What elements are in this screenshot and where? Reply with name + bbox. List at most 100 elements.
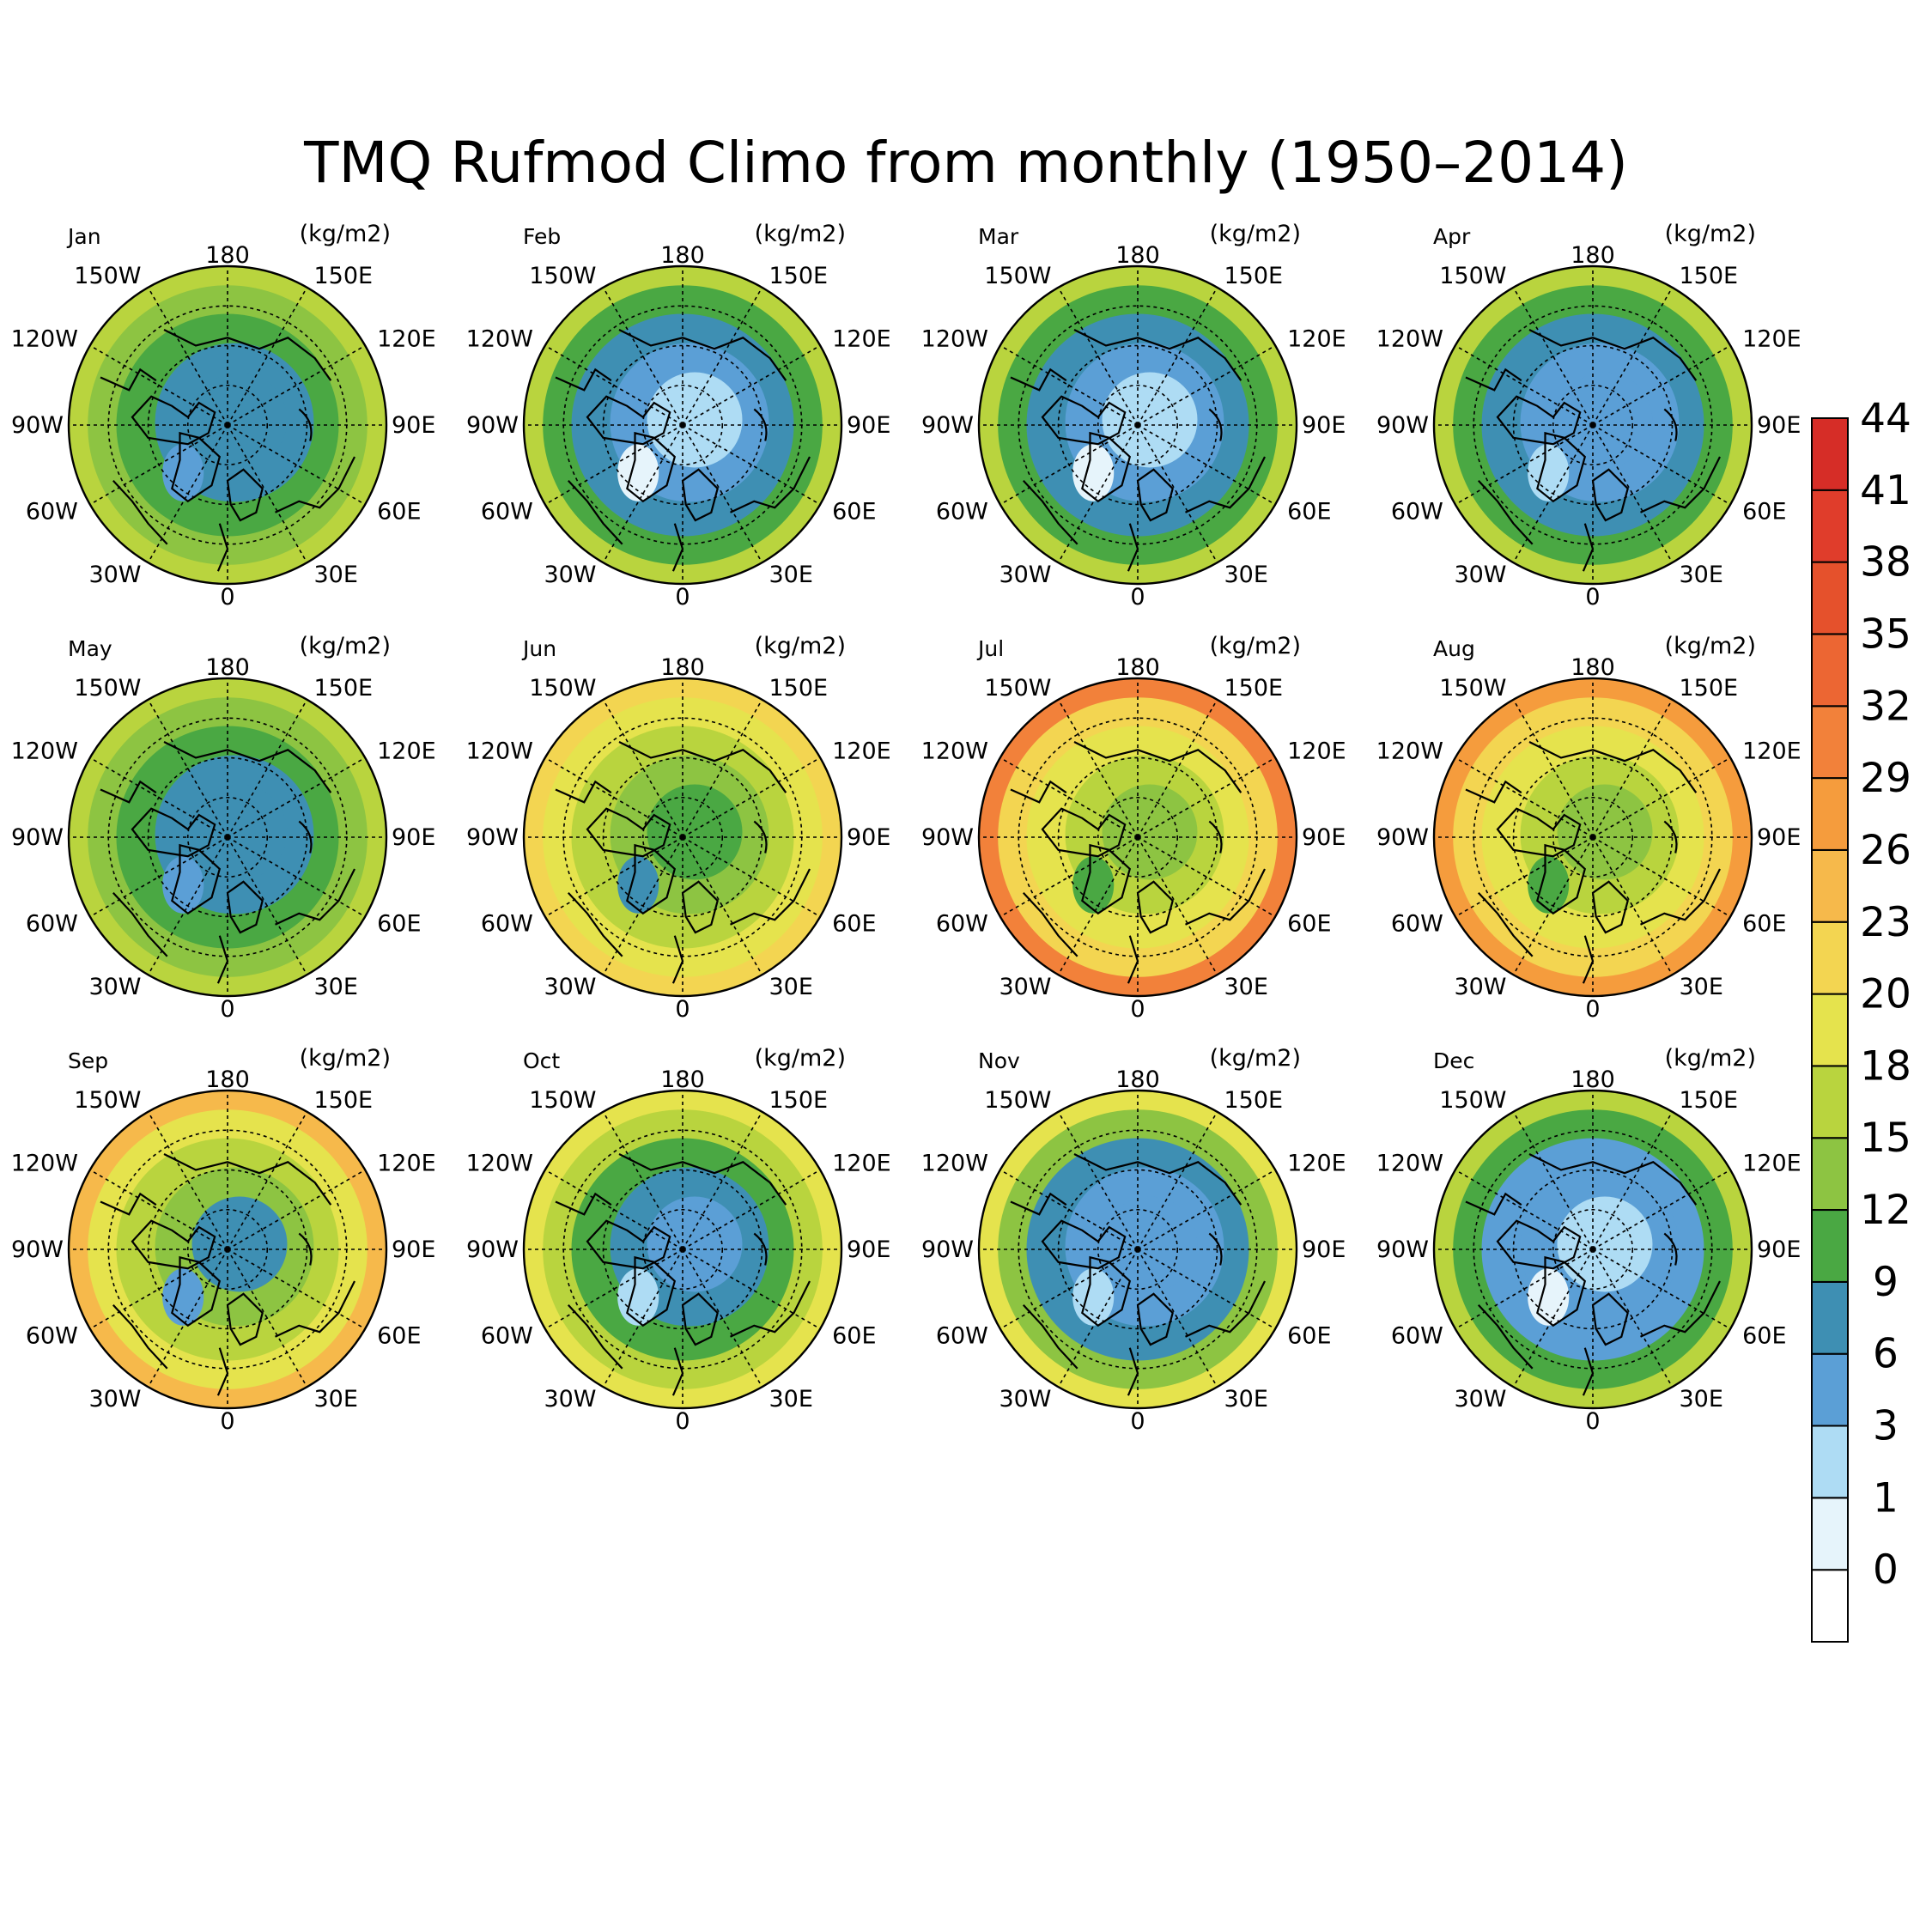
lon-label: 0 [675, 584, 690, 611]
lon-label: 150E [314, 675, 374, 702]
lon-label: 30W [1454, 1386, 1506, 1413]
lon-label: 120E [1287, 326, 1346, 353]
meridian-line [147, 424, 228, 563]
meridian-line [1592, 699, 1674, 838]
meridian-line [89, 344, 228, 426]
greenland-band [617, 1268, 659, 1326]
coastline [1041, 1219, 1127, 1270]
coastline [618, 329, 787, 381]
lon-label: 180 [1571, 242, 1615, 269]
lon-label: 60E [1287, 499, 1331, 526]
contour-band [1557, 784, 1653, 880]
lon-label: 120W [11, 1151, 78, 1177]
latitude-line [602, 1169, 763, 1330]
meridian-line [999, 424, 1139, 506]
lon-label: 150W [74, 263, 141, 289]
contour-band [1102, 1196, 1198, 1292]
lon-label: 150E [314, 263, 374, 289]
lon-label: 60W [1391, 911, 1443, 938]
coastline [1041, 807, 1127, 858]
coastline [730, 1280, 811, 1338]
month-label: Jul [976, 636, 1004, 661]
lon-label: 90E [1302, 824, 1346, 851]
lon-label: 90E [1757, 1236, 1801, 1263]
meridian-line [544, 836, 683, 918]
coastline [1136, 880, 1174, 934]
month-label: Oct [523, 1048, 560, 1073]
lon-label: 90W [921, 1236, 974, 1263]
lon-label: 0 [220, 1408, 234, 1435]
lon-label: 120E [377, 738, 436, 765]
coastline [1536, 843, 1587, 915]
units-label: (kg/m2) [300, 1045, 391, 1072]
colorbar-swatch [1811, 993, 1849, 1067]
meridian-line [1455, 1249, 1594, 1330]
lon-label: 180 [660, 654, 705, 681]
coastline [618, 741, 787, 793]
colorbar-swatch [1811, 1569, 1849, 1643]
colorbar-label: 35 [1860, 611, 1911, 659]
meridian-line [602, 699, 683, 838]
lon-label: 0 [1585, 1408, 1600, 1435]
lon-label: 120W [1376, 326, 1443, 353]
lon-label: 120W [921, 1151, 988, 1177]
coastline [1465, 1192, 1522, 1216]
lon-label: 150W [984, 675, 1051, 702]
colorbar-swatch [1811, 1425, 1849, 1499]
contour-band [191, 372, 288, 468]
lon-label: 120E [1742, 1151, 1801, 1177]
meridian-line [1512, 836, 1594, 975]
lon-label: 0 [675, 1408, 690, 1435]
coastline [275, 868, 355, 926]
coastline [1465, 368, 1522, 392]
units-label: (kg/m2) [1665, 633, 1756, 659]
lon-label: 150E [769, 263, 829, 289]
colorbar-label: 44 [1860, 395, 1911, 442]
coastline [298, 408, 313, 441]
units-label: (kg/m2) [1210, 1045, 1301, 1072]
latitude-line [602, 344, 763, 506]
lon-label: 180 [1115, 1066, 1160, 1093]
coastline [1528, 329, 1698, 381]
lon-label: 150E [1680, 1087, 1739, 1114]
meridian-line [1512, 1249, 1594, 1388]
lon-label: 90W [466, 824, 519, 851]
colorbar-label: 3 [1873, 1403, 1899, 1450]
lon-label: 120W [11, 326, 78, 353]
lon-label: 120E [1287, 1151, 1346, 1177]
coastline [1073, 329, 1242, 381]
lon-label: 150E [1224, 263, 1284, 289]
coastline [1496, 807, 1582, 858]
month-label: Jan [66, 224, 101, 249]
map-border [67, 264, 388, 586]
coastline [112, 480, 168, 545]
meridian-line [1137, 836, 1276, 918]
greenland-band [1528, 444, 1570, 501]
lon-label: 60E [1742, 499, 1786, 526]
coastline [1640, 868, 1721, 926]
meridian-line [1512, 1111, 1594, 1250]
meridian-line [682, 1111, 763, 1250]
meridian-line [1137, 1249, 1218, 1388]
coastline [1185, 1280, 1266, 1338]
lon-label: 90W [1376, 824, 1429, 851]
coastline [681, 1292, 719, 1346]
map-border [977, 677, 1298, 998]
colorbar-label: 12 [1860, 1187, 1911, 1234]
meridian-line [1592, 836, 1731, 918]
meridian-line [147, 836, 228, 975]
lon-label: 120W [921, 738, 988, 765]
colorbar-label: 29 [1860, 755, 1911, 802]
meridian-line [1592, 1169, 1731, 1250]
coastline [626, 843, 677, 915]
meridian-line [1137, 424, 1276, 506]
lon-label: 60E [1287, 911, 1331, 938]
lon-label: 30E [1224, 1386, 1268, 1413]
lon-label: 150W [529, 675, 596, 702]
lon-label: 120E [1742, 738, 1801, 765]
meridian-line [602, 424, 683, 563]
coastline [298, 820, 313, 854]
meridian-line [227, 756, 366, 838]
meridian-line [227, 1111, 308, 1250]
coastline [1496, 395, 1582, 446]
